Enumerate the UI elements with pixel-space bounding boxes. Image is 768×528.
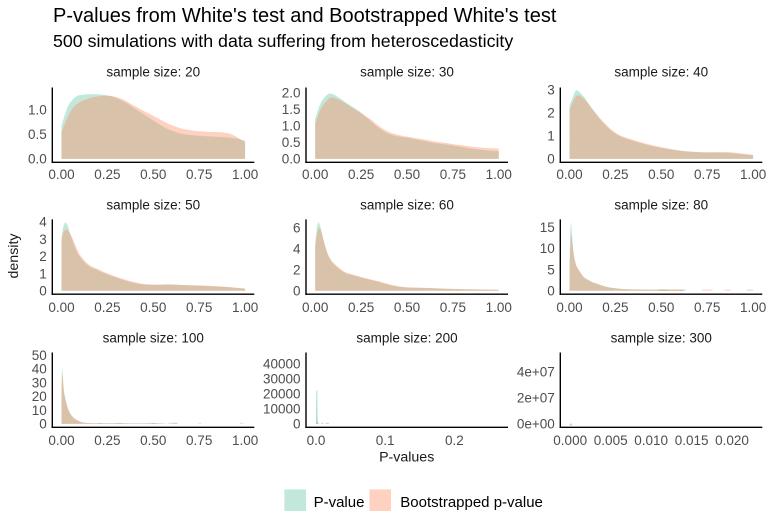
svg-text:10000: 10000 (263, 402, 301, 417)
svg-text:1.00: 1.00 (740, 300, 766, 315)
svg-text:1: 1 (547, 129, 555, 144)
svg-text:2.0: 2.0 (282, 85, 301, 100)
svg-text:0.25: 0.25 (94, 167, 120, 182)
svg-text:1.00: 1.00 (740, 167, 766, 182)
svg-text:2: 2 (39, 249, 47, 264)
svg-text:sample size: 300: sample size: 300 (611, 330, 712, 345)
svg-text:1.00: 1.00 (486, 167, 512, 182)
svg-text:0.50: 0.50 (140, 433, 166, 448)
svg-text:40000: 40000 (263, 356, 301, 371)
svg-text:0.2: 0.2 (445, 433, 464, 448)
svg-text:0.00: 0.00 (556, 167, 582, 182)
svg-text:10: 10 (32, 403, 47, 418)
svg-text:30: 30 (32, 375, 47, 390)
svg-text:0.0: 0.0 (28, 152, 47, 167)
svg-text:sample size: 60: sample size: 60 (360, 197, 454, 212)
svg-text:0.50: 0.50 (140, 300, 166, 315)
svg-text:0.020: 0.020 (715, 433, 749, 448)
svg-text:0.00: 0.00 (302, 300, 328, 315)
svg-text:Bootstrapped p-value: Bootstrapped p-value (400, 494, 543, 511)
svg-text:0.00: 0.00 (48, 167, 74, 182)
svg-text:0: 0 (293, 284, 301, 299)
svg-text:0.00: 0.00 (556, 300, 582, 315)
svg-text:15: 15 (540, 220, 555, 235)
svg-text:5: 5 (547, 262, 555, 277)
svg-text:1.00: 1.00 (232, 167, 258, 182)
svg-text:0.75: 0.75 (186, 300, 212, 315)
svg-text:1.5: 1.5 (282, 102, 301, 117)
svg-text:0.5: 0.5 (28, 127, 47, 142)
svg-text:0.005: 0.005 (594, 433, 628, 448)
svg-text:30000: 30000 (263, 371, 301, 386)
svg-text:sample size: 100: sample size: 100 (103, 330, 204, 345)
svg-text:0: 0 (293, 417, 301, 432)
svg-text:2: 2 (293, 263, 301, 278)
svg-text:0.25: 0.25 (94, 433, 120, 448)
svg-text:0.25: 0.25 (348, 300, 374, 315)
svg-text:0.50: 0.50 (140, 167, 166, 182)
svg-text:0: 0 (547, 284, 555, 299)
svg-text:0.00: 0.00 (48, 300, 74, 315)
svg-text:0.75: 0.75 (186, 433, 212, 448)
svg-text:1.0: 1.0 (282, 119, 301, 134)
svg-text:0.75: 0.75 (440, 300, 466, 315)
svg-text:sample size: 30: sample size: 30 (360, 64, 454, 79)
svg-text:0.50: 0.50 (394, 167, 420, 182)
svg-text:0.5: 0.5 (282, 135, 301, 150)
svg-text:0.010: 0.010 (634, 433, 668, 448)
svg-text:P-values from White's test and: P-values from White's test and Bootstrap… (53, 5, 557, 27)
svg-text:0.000: 0.000 (553, 433, 587, 448)
svg-text:sample size: 20: sample size: 20 (106, 64, 200, 79)
svg-text:0.50: 0.50 (648, 167, 674, 182)
svg-text:3: 3 (39, 232, 47, 247)
svg-text:1.00: 1.00 (486, 300, 512, 315)
svg-text:0.50: 0.50 (394, 300, 420, 315)
svg-text:0.0: 0.0 (282, 152, 301, 167)
svg-text:0: 0 (39, 417, 47, 432)
svg-text:0: 0 (547, 152, 555, 167)
svg-text:0.1: 0.1 (376, 433, 395, 448)
svg-text:0.0: 0.0 (307, 433, 326, 448)
svg-text:0.25: 0.25 (348, 167, 374, 182)
svg-text:0.015: 0.015 (675, 433, 709, 448)
svg-text:0.25: 0.25 (602, 167, 628, 182)
svg-text:0.00: 0.00 (302, 167, 328, 182)
svg-text:4e+07: 4e+07 (517, 364, 555, 379)
svg-text:3: 3 (547, 83, 555, 98)
svg-text:4: 4 (39, 215, 47, 230)
svg-text:sample size: 200: sample size: 200 (356, 330, 457, 345)
svg-text:10: 10 (540, 241, 555, 256)
svg-text:density: density (6, 233, 22, 279)
svg-text:500 simulations with data suff: 500 simulations with data suffering from… (53, 31, 513, 51)
svg-text:2e+07: 2e+07 (517, 391, 555, 406)
svg-text:40: 40 (32, 362, 47, 377)
svg-text:0: 0 (39, 284, 47, 299)
svg-text:0e+00: 0e+00 (517, 417, 555, 432)
svg-text:P-value: P-value (314, 494, 365, 511)
svg-text:50: 50 (32, 348, 47, 363)
svg-text:1.0: 1.0 (28, 102, 47, 117)
svg-text:0.75: 0.75 (440, 167, 466, 182)
svg-text:4: 4 (293, 241, 301, 256)
svg-text:0.75: 0.75 (186, 167, 212, 182)
svg-text:0.50: 0.50 (648, 300, 674, 315)
svg-text:0.25: 0.25 (602, 300, 628, 315)
svg-text:6: 6 (293, 220, 301, 235)
svg-text:0.75: 0.75 (694, 167, 720, 182)
svg-text:0.00: 0.00 (48, 433, 74, 448)
svg-text:1: 1 (39, 266, 47, 281)
svg-text:20000: 20000 (263, 387, 301, 402)
svg-text:20: 20 (32, 389, 47, 404)
svg-text:sample size: 80: sample size: 80 (614, 197, 708, 212)
svg-text:0.75: 0.75 (694, 300, 720, 315)
svg-text:sample size: 50: sample size: 50 (106, 197, 200, 212)
svg-text:1.00: 1.00 (232, 300, 258, 315)
svg-text:sample size: 40: sample size: 40 (614, 64, 708, 79)
svg-text:1.00: 1.00 (232, 433, 258, 448)
svg-text:P-values: P-values (379, 450, 434, 466)
svg-text:0.25: 0.25 (94, 300, 120, 315)
svg-text:2: 2 (547, 106, 555, 121)
